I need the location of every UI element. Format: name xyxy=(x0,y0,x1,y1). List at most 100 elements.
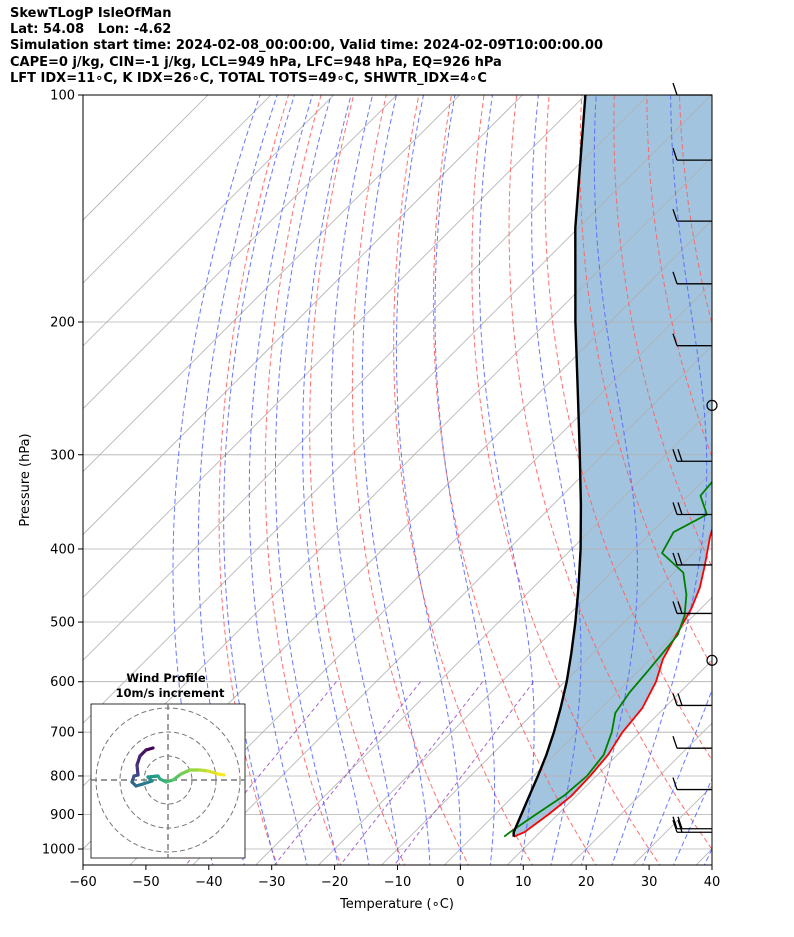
time-line: Simulation start time: 2024-02-08_00:00:… xyxy=(10,38,603,54)
moist-adiabat xyxy=(434,95,496,865)
x-tick-label: −60 xyxy=(69,875,96,890)
hodograph-segment xyxy=(206,769,220,776)
temperature-line xyxy=(513,526,712,838)
cape-line: CAPE=0 j/kg, CIN=-1 j/kg, LCL=949 hPa, L… xyxy=(10,54,502,70)
dry-adiabat xyxy=(775,78,794,868)
x-tick-label: −10 xyxy=(384,875,411,890)
isotherm xyxy=(83,95,586,598)
dry-adiabat xyxy=(508,95,712,850)
wind-barb xyxy=(672,82,712,96)
chart-header: SkewTLogP IsleOfMan Lat: 54.08 Lon: -4.62… xyxy=(10,6,603,87)
dry-adiabat xyxy=(264,95,342,865)
wind-barb xyxy=(672,449,712,462)
x-tick-label: 20 xyxy=(578,875,595,890)
grid-lines xyxy=(83,95,712,865)
y-tick-label: 900 xyxy=(50,808,75,823)
moist-adiabat xyxy=(172,95,261,865)
mixing-ratio-line xyxy=(185,681,337,865)
y-tick-label: 1000 xyxy=(42,843,75,858)
moist-adiabat xyxy=(672,777,712,865)
wind-barb xyxy=(672,820,712,833)
dry-adiabat xyxy=(743,78,794,868)
dry-adiabat xyxy=(218,95,290,865)
wind-barb xyxy=(672,777,712,791)
x-axis-label: Temperature (∘C) xyxy=(339,897,454,912)
hodograph-plot xyxy=(91,704,245,858)
x-tick-label: −50 xyxy=(132,875,159,890)
isotherm xyxy=(507,659,712,865)
isotherm xyxy=(83,95,397,410)
x-tick-label: 10 xyxy=(515,875,532,890)
isotherm xyxy=(192,345,712,865)
dry-adiabat xyxy=(393,95,533,865)
mixing-ratio-line xyxy=(393,681,534,865)
y-tick-label: 200 xyxy=(50,315,75,330)
moist-adiabat xyxy=(302,95,370,865)
isotherm xyxy=(83,95,335,347)
hodograph-segment xyxy=(146,774,160,779)
dry-adiabat xyxy=(646,95,712,458)
cape-shaded-area xyxy=(513,95,712,837)
dry-adiabat xyxy=(711,95,712,103)
x-tick-label: 0 xyxy=(456,875,464,890)
cape-fill xyxy=(513,95,712,837)
y-tick-label: 100 xyxy=(50,89,75,104)
isotherm xyxy=(255,408,712,865)
wind-barb xyxy=(672,502,712,516)
hodograph-segment xyxy=(135,763,140,777)
moist-adiabat xyxy=(361,95,431,865)
moist-adiabat xyxy=(275,95,339,865)
wind-barb xyxy=(672,147,712,161)
isotherm xyxy=(83,95,272,284)
y-tick-label: 500 xyxy=(50,616,75,631)
isotherm xyxy=(83,95,523,536)
profile-lines xyxy=(503,95,712,838)
moist-adiabat xyxy=(330,95,401,865)
moist-adiabat xyxy=(531,95,582,865)
dry-adiabat xyxy=(309,95,406,865)
x-tick-label: 30 xyxy=(641,875,658,890)
dry-adiabat xyxy=(351,95,470,865)
wind-barb xyxy=(672,552,712,566)
y-tick-label: 400 xyxy=(50,542,75,557)
location-line: Lat: 54.08 Lon: -4.62 xyxy=(10,22,172,38)
hodograph-inset: Wind Profile 10m/s increment xyxy=(90,671,246,859)
x-tick-label: 40 xyxy=(704,875,721,890)
wind-barb xyxy=(672,333,712,347)
isotherm xyxy=(83,95,649,661)
dry-adiabat xyxy=(471,95,661,865)
x-tick-label: −30 xyxy=(258,875,285,890)
x-tick-label: −20 xyxy=(321,875,348,890)
moist-adiabat xyxy=(580,95,638,865)
isotherm xyxy=(444,596,712,865)
reference-lines xyxy=(172,78,794,868)
wind-barb xyxy=(672,693,712,707)
moist-adiabat xyxy=(197,95,278,865)
moist-adiabat xyxy=(395,95,461,865)
dewpoint-line xyxy=(503,480,712,838)
moist-adiabat xyxy=(478,95,535,865)
parcel-line xyxy=(512,95,587,837)
hodograph-title: Wind Profile xyxy=(126,671,206,685)
x-tick-label: −40 xyxy=(195,875,222,890)
chart-title: SkewTLogP IsleOfMan xyxy=(10,6,172,21)
isotherm xyxy=(83,95,460,473)
y-axis-ticks: 1000 900 800 700 600 500 400 300 200 100 xyxy=(42,89,83,858)
isotherm xyxy=(569,722,712,865)
y-axis-label: Pressure (hPa) xyxy=(18,433,33,526)
wind-barb xyxy=(672,601,712,615)
index-line: LFT IDX=11∘C, K IDX=26∘C, TOTAL TOTS=49∘… xyxy=(10,70,487,86)
hodograph-segment xyxy=(171,772,183,782)
moist-adiabat xyxy=(223,95,296,865)
isotherm xyxy=(381,533,712,865)
y-tick-label: 800 xyxy=(50,769,75,784)
isotherm xyxy=(129,282,712,865)
wind-barb xyxy=(672,735,712,749)
hodograph-segment xyxy=(179,768,192,776)
moist-adiabat xyxy=(642,688,712,865)
mixing-ratio-line xyxy=(339,681,484,865)
hodograph-segment xyxy=(216,772,226,777)
moist-adiabat xyxy=(248,95,313,865)
wind-barb xyxy=(672,208,712,222)
